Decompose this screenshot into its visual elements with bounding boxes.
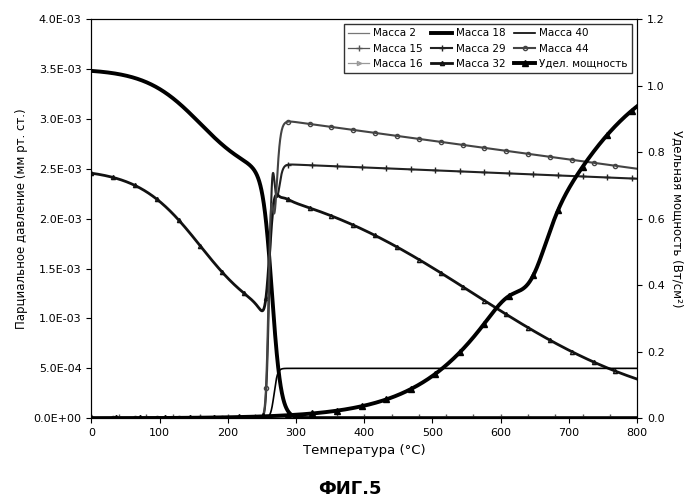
- Text: ФИГ.5: ФИГ.5: [318, 480, 381, 498]
- Удел. мощность: [321, 409, 329, 415]
- Масса 15: [347, 414, 355, 420]
- Удел. мощность: [347, 406, 355, 412]
- Масса 40: [633, 365, 641, 371]
- Масса 16: [633, 415, 641, 421]
- Масса 40: [347, 365, 355, 371]
- Масса 15: [589, 414, 598, 420]
- Масса 29: [484, 170, 492, 176]
- Line: Масса 32: Масса 32: [89, 171, 639, 381]
- Масса 15: [321, 414, 329, 420]
- Удел. мощность: [589, 149, 598, 155]
- Масса 18: [317, 415, 325, 421]
- Масса 18: [633, 415, 641, 421]
- Масса 29: [617, 175, 625, 181]
- Масса 44: [317, 122, 325, 128]
- Масса 40: [333, 365, 341, 371]
- Масса 44: [484, 145, 492, 151]
- Масса 16: [321, 415, 329, 421]
- Масса 15: [617, 414, 625, 420]
- Масса 18: [617, 415, 625, 421]
- Масса 44: [87, 415, 96, 421]
- Масса 2: [317, 415, 325, 421]
- Масса 32: [317, 209, 325, 215]
- Масса 40: [321, 365, 329, 371]
- Удел. мощность: [484, 316, 492, 322]
- Line: Масса 16: Масса 16: [89, 416, 639, 420]
- Масса 40: [589, 365, 598, 371]
- Масса 15: [270, 412, 278, 418]
- Масса 40: [87, 415, 96, 421]
- Масса 15: [317, 414, 325, 420]
- Масса 2: [589, 415, 598, 421]
- Масса 44: [347, 127, 355, 133]
- Масса 29: [321, 163, 329, 169]
- Масса 18: [87, 68, 96, 74]
- Удел. мощность: [616, 118, 624, 124]
- Line: Масса 15: Масса 15: [89, 412, 640, 420]
- Масса 16: [616, 415, 624, 421]
- Y-axis label: Парциальное давление (мм рт. ст.): Парциальное давление (мм рт. ст.): [15, 108, 28, 329]
- Line: Масса 29: Масса 29: [89, 162, 640, 421]
- Масса 44: [633, 166, 641, 172]
- Масса 2: [87, 415, 96, 421]
- Масса 18: [484, 415, 492, 421]
- Масса 15: [87, 414, 96, 420]
- Масса 16: [317, 415, 325, 421]
- Удел. мощность: [87, 415, 96, 421]
- Масса 16: [347, 415, 355, 421]
- Масса 29: [589, 174, 598, 180]
- Масса 15: [484, 414, 492, 420]
- X-axis label: Температура (°C): Температура (°C): [303, 444, 426, 457]
- Масса 44: [321, 123, 329, 129]
- Legend: Масса 2, Масса 15, Масса 16, Масса 18, Масса 29, Масса 32, Масса 40, Масса 44, У: Масса 2, Масса 15, Масса 16, Масса 18, М…: [344, 24, 632, 73]
- Масса 29: [633, 176, 641, 182]
- Масса 29: [87, 415, 96, 421]
- Удел. мощность: [317, 410, 325, 416]
- Line: Масса 18: Масса 18: [92, 71, 637, 418]
- Line: Масса 40: Масса 40: [92, 368, 637, 418]
- Масса 44: [617, 164, 625, 170]
- Масса 32: [347, 221, 355, 227]
- Масса 2: [347, 415, 355, 421]
- Масса 29: [317, 163, 325, 169]
- Масса 18: [347, 415, 355, 421]
- Масса 16: [589, 415, 598, 421]
- Масса 32: [616, 370, 624, 376]
- Масса 29: [287, 162, 296, 168]
- Масса 32: [589, 359, 598, 365]
- Line: Масса 44: Масса 44: [89, 119, 639, 420]
- Масса 2: [616, 415, 624, 421]
- Масса 32: [321, 211, 329, 217]
- Удел. мощность: [633, 103, 641, 109]
- Масса 15: [633, 414, 641, 420]
- Масса 2: [484, 415, 492, 421]
- Масса 2: [633, 415, 641, 421]
- Масса 18: [321, 415, 329, 421]
- Масса 29: [347, 164, 355, 170]
- Y-axis label: Удельная мощность (Вт/см²): Удельная мощность (Вт/см²): [671, 130, 684, 307]
- Масса 32: [633, 376, 641, 382]
- Масса 44: [285, 119, 294, 125]
- Масса 2: [321, 415, 329, 421]
- Масса 16: [484, 415, 492, 421]
- Масса 40: [484, 365, 492, 371]
- Масса 18: [435, 415, 443, 421]
- Масса 40: [617, 365, 625, 371]
- Масса 44: [589, 160, 598, 166]
- Line: Удел. мощность: Удел. мощность: [89, 103, 640, 421]
- Масса 18: [589, 415, 598, 421]
- Масса 40: [317, 365, 325, 371]
- Масса 16: [87, 415, 96, 421]
- Масса 32: [484, 300, 492, 306]
- Масса 32: [87, 170, 96, 176]
